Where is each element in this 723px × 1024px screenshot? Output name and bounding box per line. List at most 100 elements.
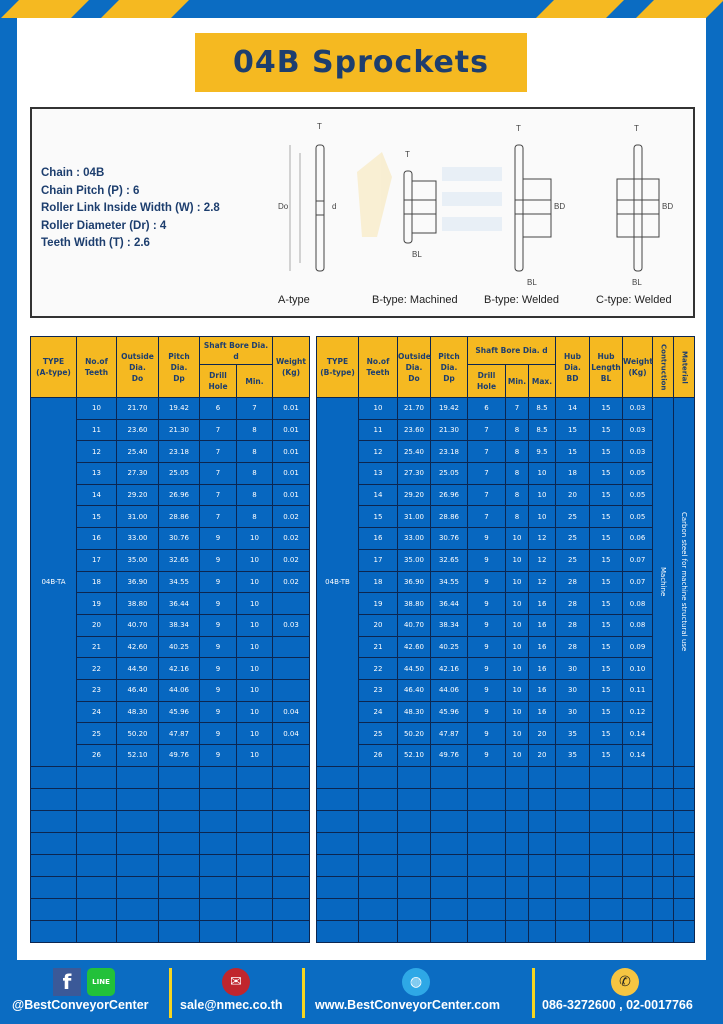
cell-hub-dia: 28 — [555, 592, 590, 615]
cell-weight: 0.08 — [622, 613, 653, 637]
cell-teeth: 25 — [358, 722, 398, 745]
table-row: 16 33.00 30.76 9 10 0.02 — [31, 527, 310, 550]
social-handle[interactable]: @BestConveyorCenter — [12, 998, 149, 1012]
table-row: 15 31.00 28.86 7 8 0.02 — [31, 505, 310, 529]
cell-pitch-dia: 36.44 — [158, 592, 200, 615]
email-link[interactable]: sale@nmec.co.th — [180, 998, 283, 1012]
cell-max-bore: 16 — [528, 613, 556, 637]
empty-cell — [199, 787, 237, 811]
empty-cell — [116, 853, 159, 877]
cell-outside-dia: 46.40 — [116, 678, 159, 702]
phone-numbers[interactable]: 086-3272600 , 02-0017766 — [542, 998, 693, 1012]
cell-teeth: 10 — [358, 397, 398, 420]
empty-cell — [30, 765, 77, 789]
cell-pitch-dia: 49.76 — [158, 744, 200, 767]
cell-weight: 0.05 — [622, 505, 653, 529]
empty-cell — [673, 853, 695, 877]
cell-min-bore: 10 — [505, 700, 529, 724]
cell-teeth: 22 — [76, 657, 117, 680]
empty-row — [30, 787, 310, 811]
empty-cell — [76, 831, 117, 855]
cell-max-bore: 16 — [528, 592, 556, 615]
cell-max-bore: 10 — [528, 505, 556, 529]
empty-cell — [30, 809, 77, 833]
cell-outside-dia: 23.60 — [397, 418, 431, 442]
empty-cell — [430, 831, 468, 855]
cell-pitch-dia: 49.76 — [430, 744, 468, 767]
empty-cell — [316, 809, 359, 833]
label-t-a: T — [317, 122, 322, 131]
empty-cell — [430, 765, 468, 789]
empty-cell — [555, 831, 590, 855]
cell-pitch-dia: 38.34 — [158, 613, 200, 637]
cell-drill-hole: 9 — [199, 613, 237, 637]
cell-hub-dia: 14 — [555, 397, 590, 420]
empty-cell — [158, 787, 200, 811]
watermark-logo — [357, 152, 502, 237]
empty-cell — [652, 919, 674, 943]
empty-cell — [555, 853, 590, 877]
spec-teeth-width: Teeth Width (T) : 2.6 — [41, 237, 150, 249]
cell-teeth: 23 — [76, 678, 117, 702]
empty-cell — [622, 919, 653, 943]
empty-cell — [622, 765, 653, 789]
empty-row — [30, 765, 310, 789]
empty-cell — [528, 809, 556, 833]
table-row: 13 27.30 25.05 7 8 10 18 15 0.05 — [317, 462, 695, 485]
cell-max-bore: 12 — [528, 527, 556, 550]
table-row: 25 50.20 47.87 9 10 20 35 15 0.14 — [317, 722, 695, 745]
cell-hub-length: 15 — [589, 722, 623, 745]
cell-min-bore: 8 — [236, 418, 273, 442]
cell-weight: 0.02 — [272, 527, 310, 550]
empty-cell — [158, 897, 200, 921]
cell-min-bore: 8 — [505, 483, 529, 507]
cell-max-bore: 8.5 — [528, 397, 556, 420]
empty-row — [316, 897, 695, 921]
empty-cell — [430, 919, 468, 943]
empty-cell — [116, 919, 159, 943]
cell-outside-dia: 33.00 — [116, 527, 159, 550]
cell-weight: 0.12 — [622, 700, 653, 724]
empty-row — [316, 765, 695, 789]
label-c-welded: C-type: Welded — [596, 294, 672, 306]
header-min: Min. — [505, 364, 529, 398]
table-row: 24 48.30 45.96 9 10 0.04 — [31, 700, 310, 724]
cell-outside-dia: 35.00 — [397, 548, 431, 572]
cell-pitch-dia: 26.96 — [430, 483, 468, 507]
cell-outside-dia: 36.90 — [116, 570, 159, 594]
line-icon[interactable]: LINE — [87, 968, 115, 996]
cell-teeth: 12 — [358, 440, 398, 464]
cell-hub-dia: 15 — [555, 418, 590, 442]
cell-drill-hole: 7 — [199, 440, 237, 464]
cell-outside-dia: 42.60 — [397, 635, 431, 659]
empty-cell — [272, 765, 310, 789]
type-cell: 04B-TB — [316, 397, 359, 767]
empty-cell — [589, 919, 623, 943]
empty-row — [316, 831, 695, 855]
table-row: 23 46.40 44.06 9 10 16 30 15 0.11 — [317, 678, 695, 702]
empty-row — [30, 831, 310, 855]
cell-min-bore: 8 — [505, 418, 529, 442]
cell-min-bore: 7 — [505, 397, 529, 420]
cell-drill-hole: 9 — [467, 678, 506, 702]
facebook-icon[interactable]: f — [53, 968, 81, 996]
table-row: 12 25.40 23.18 7 8 9.5 15 15 0.03 — [317, 440, 695, 464]
cell-max-bore: 12 — [528, 570, 556, 594]
cell-hub-length: 15 — [589, 440, 623, 464]
cell-drill-hole: 9 — [467, 592, 506, 615]
header-type: TYPE (A-type) — [30, 336, 77, 398]
empty-cell — [236, 919, 273, 943]
cell-min-bore: 10 — [236, 548, 273, 572]
empty-cell — [358, 919, 398, 943]
empty-row — [30, 809, 310, 833]
table-row: 21 42.60 40.25 9 10 — [31, 635, 310, 659]
cell-teeth: 17 — [358, 548, 398, 572]
cell-weight: 0.02 — [272, 505, 310, 529]
cell-hub-length: 15 — [589, 462, 623, 485]
website-link[interactable]: www.BestConveyorCenter.com — [315, 998, 501, 1012]
empty-cell — [652, 765, 674, 789]
empty-cell — [430, 787, 468, 811]
empty-cell — [652, 809, 674, 833]
cell-min-bore: 8 — [236, 440, 273, 464]
cell-outside-dia: 29.20 — [116, 483, 159, 507]
